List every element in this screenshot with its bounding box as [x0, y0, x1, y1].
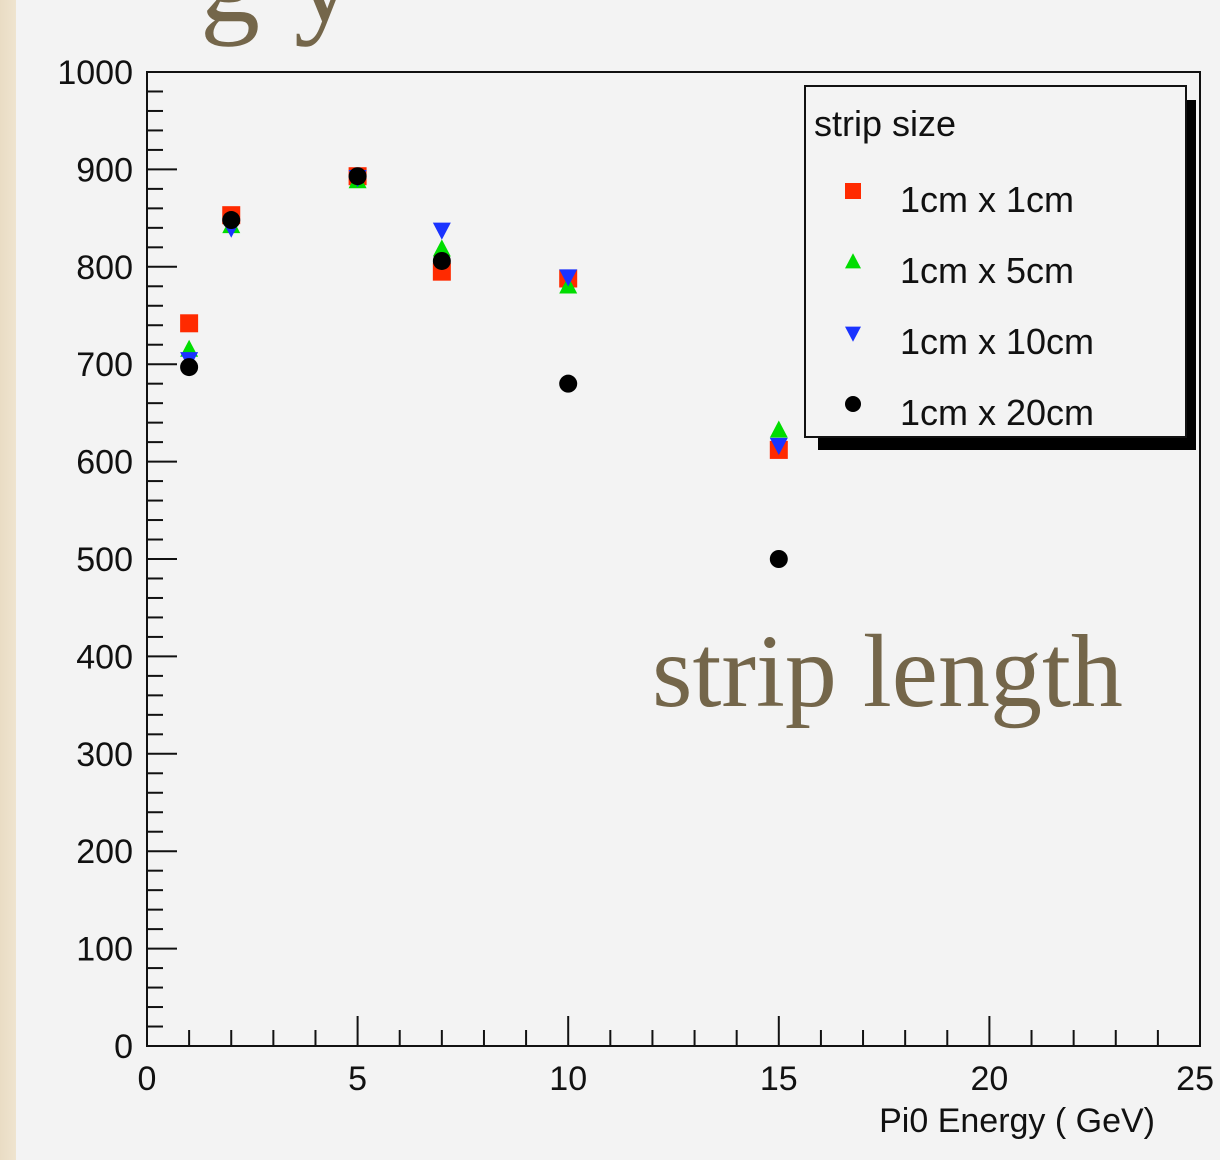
overlay-caption: strip length: [652, 614, 1123, 729]
series-3: [180, 169, 788, 455]
legend-marker: [845, 253, 861, 269]
y-tick-label: 1000: [57, 54, 133, 92]
data-point: [180, 358, 199, 377]
tick-labels-layer: 0 100 200 300 400 500 600 700 800 900 1000 0 5 10 15 20…: [57, 54, 1214, 1098]
x-axis-title: Pi0 Energy ( GeV): [879, 1102, 1155, 1140]
data-points-layer: [180, 167, 788, 568]
legend-marker: [845, 326, 861, 342]
slide-edge-strip: [0, 0, 16, 1160]
legend-title: strip size: [814, 103, 956, 144]
y-tick-label: 300: [76, 736, 133, 774]
x-tick-label: 5: [348, 1060, 367, 1098]
data-point: [559, 269, 578, 287]
data-point: [222, 211, 241, 230]
data-point: [769, 437, 788, 455]
x-tick-label: 20: [970, 1060, 1008, 1098]
legend-marker: [845, 183, 861, 199]
legend-marker: [845, 396, 861, 412]
data-point: [180, 314, 199, 333]
y-tick-label: 700: [76, 346, 133, 384]
x-tick-label: 15: [760, 1060, 798, 1098]
y-tick-label: 900: [76, 151, 133, 189]
legend: strip size 1cm x 1cm 1cm x 5cm 1cm x 10cm 1c…: [804, 85, 1196, 450]
data-point: [432, 251, 451, 270]
data-point: [769, 420, 788, 438]
y-tick-label: 400: [76, 638, 133, 676]
series-4: [180, 167, 788, 568]
data-point: [769, 550, 788, 568]
legend-box: [804, 85, 1187, 438]
data-point: [432, 222, 451, 240]
legend-entry-label: 1cm x 1cm: [900, 179, 1074, 220]
y-tick-label: 800: [76, 249, 133, 287]
axis-ticks-layer: [146, 71, 1201, 1047]
y-tick-label: 600: [76, 444, 133, 482]
y-tick-label: 0: [114, 1028, 133, 1066]
series-1: [180, 167, 788, 459]
x-tick-label: 10: [549, 1060, 587, 1098]
legend-entry-label: 1cm x 5cm: [900, 250, 1074, 291]
y-tick-label: 100: [76, 931, 133, 969]
legend-entry-label: 1cm x 20cm: [900, 392, 1094, 433]
x-tick-label: 25: [1176, 1060, 1214, 1098]
data-point: [559, 374, 578, 393]
data-point: [348, 167, 367, 186]
legend-entry-label: 1cm x 10cm: [900, 321, 1094, 362]
slide-title-fragment: g y: [200, 0, 356, 50]
y-tick-label: 200: [76, 833, 133, 871]
y-tick-label: 500: [76, 541, 133, 579]
data-point: [432, 239, 451, 257]
x-tick-label: 0: [138, 1060, 157, 1098]
series-2: [180, 171, 788, 438]
